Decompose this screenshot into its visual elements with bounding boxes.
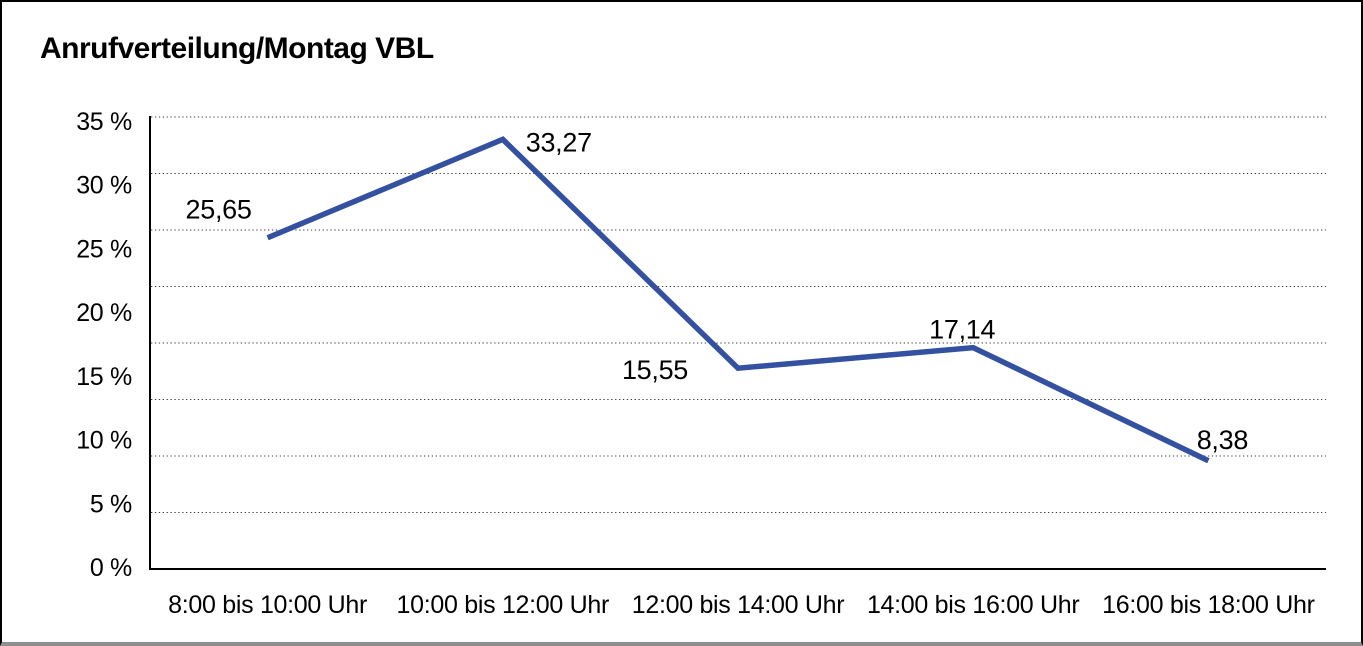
- y-tick-label: 0 %: [90, 554, 132, 582]
- y-tick-label: 10 %: [76, 427, 132, 455]
- y-tick-label: 5 %: [90, 490, 132, 518]
- x-tick-label: 12:00 bis 14:00 Uhr: [632, 591, 845, 619]
- x-tick-label: 8:00 bis 10:00 Uhr: [168, 591, 367, 619]
- y-tick-label: 25 %: [76, 235, 132, 263]
- x-tick-label: 16:00 bis 18:00 Uhr: [1102, 591, 1315, 619]
- y-tick-label: 20 %: [76, 299, 132, 327]
- data-label: 17,14: [929, 315, 995, 345]
- y-tick-label: 30 %: [76, 172, 132, 200]
- series-line: [266, 136, 1210, 464]
- y-tick-label: 35 %: [76, 108, 132, 136]
- x-tick-label: 10:00 bis 12:00 Uhr: [397, 591, 610, 619]
- y-tick-label: 15 %: [76, 363, 132, 391]
- data-label: 25,65: [186, 195, 252, 225]
- data-label: 15,55: [622, 355, 688, 385]
- chart-title: Anrufverteilung/Montag VBL: [40, 32, 434, 65]
- x-tick-label: 14:00 bis 16:00 Uhr: [867, 591, 1080, 619]
- data-label: 33,27: [526, 127, 592, 157]
- data-label: 8,38: [1197, 425, 1248, 455]
